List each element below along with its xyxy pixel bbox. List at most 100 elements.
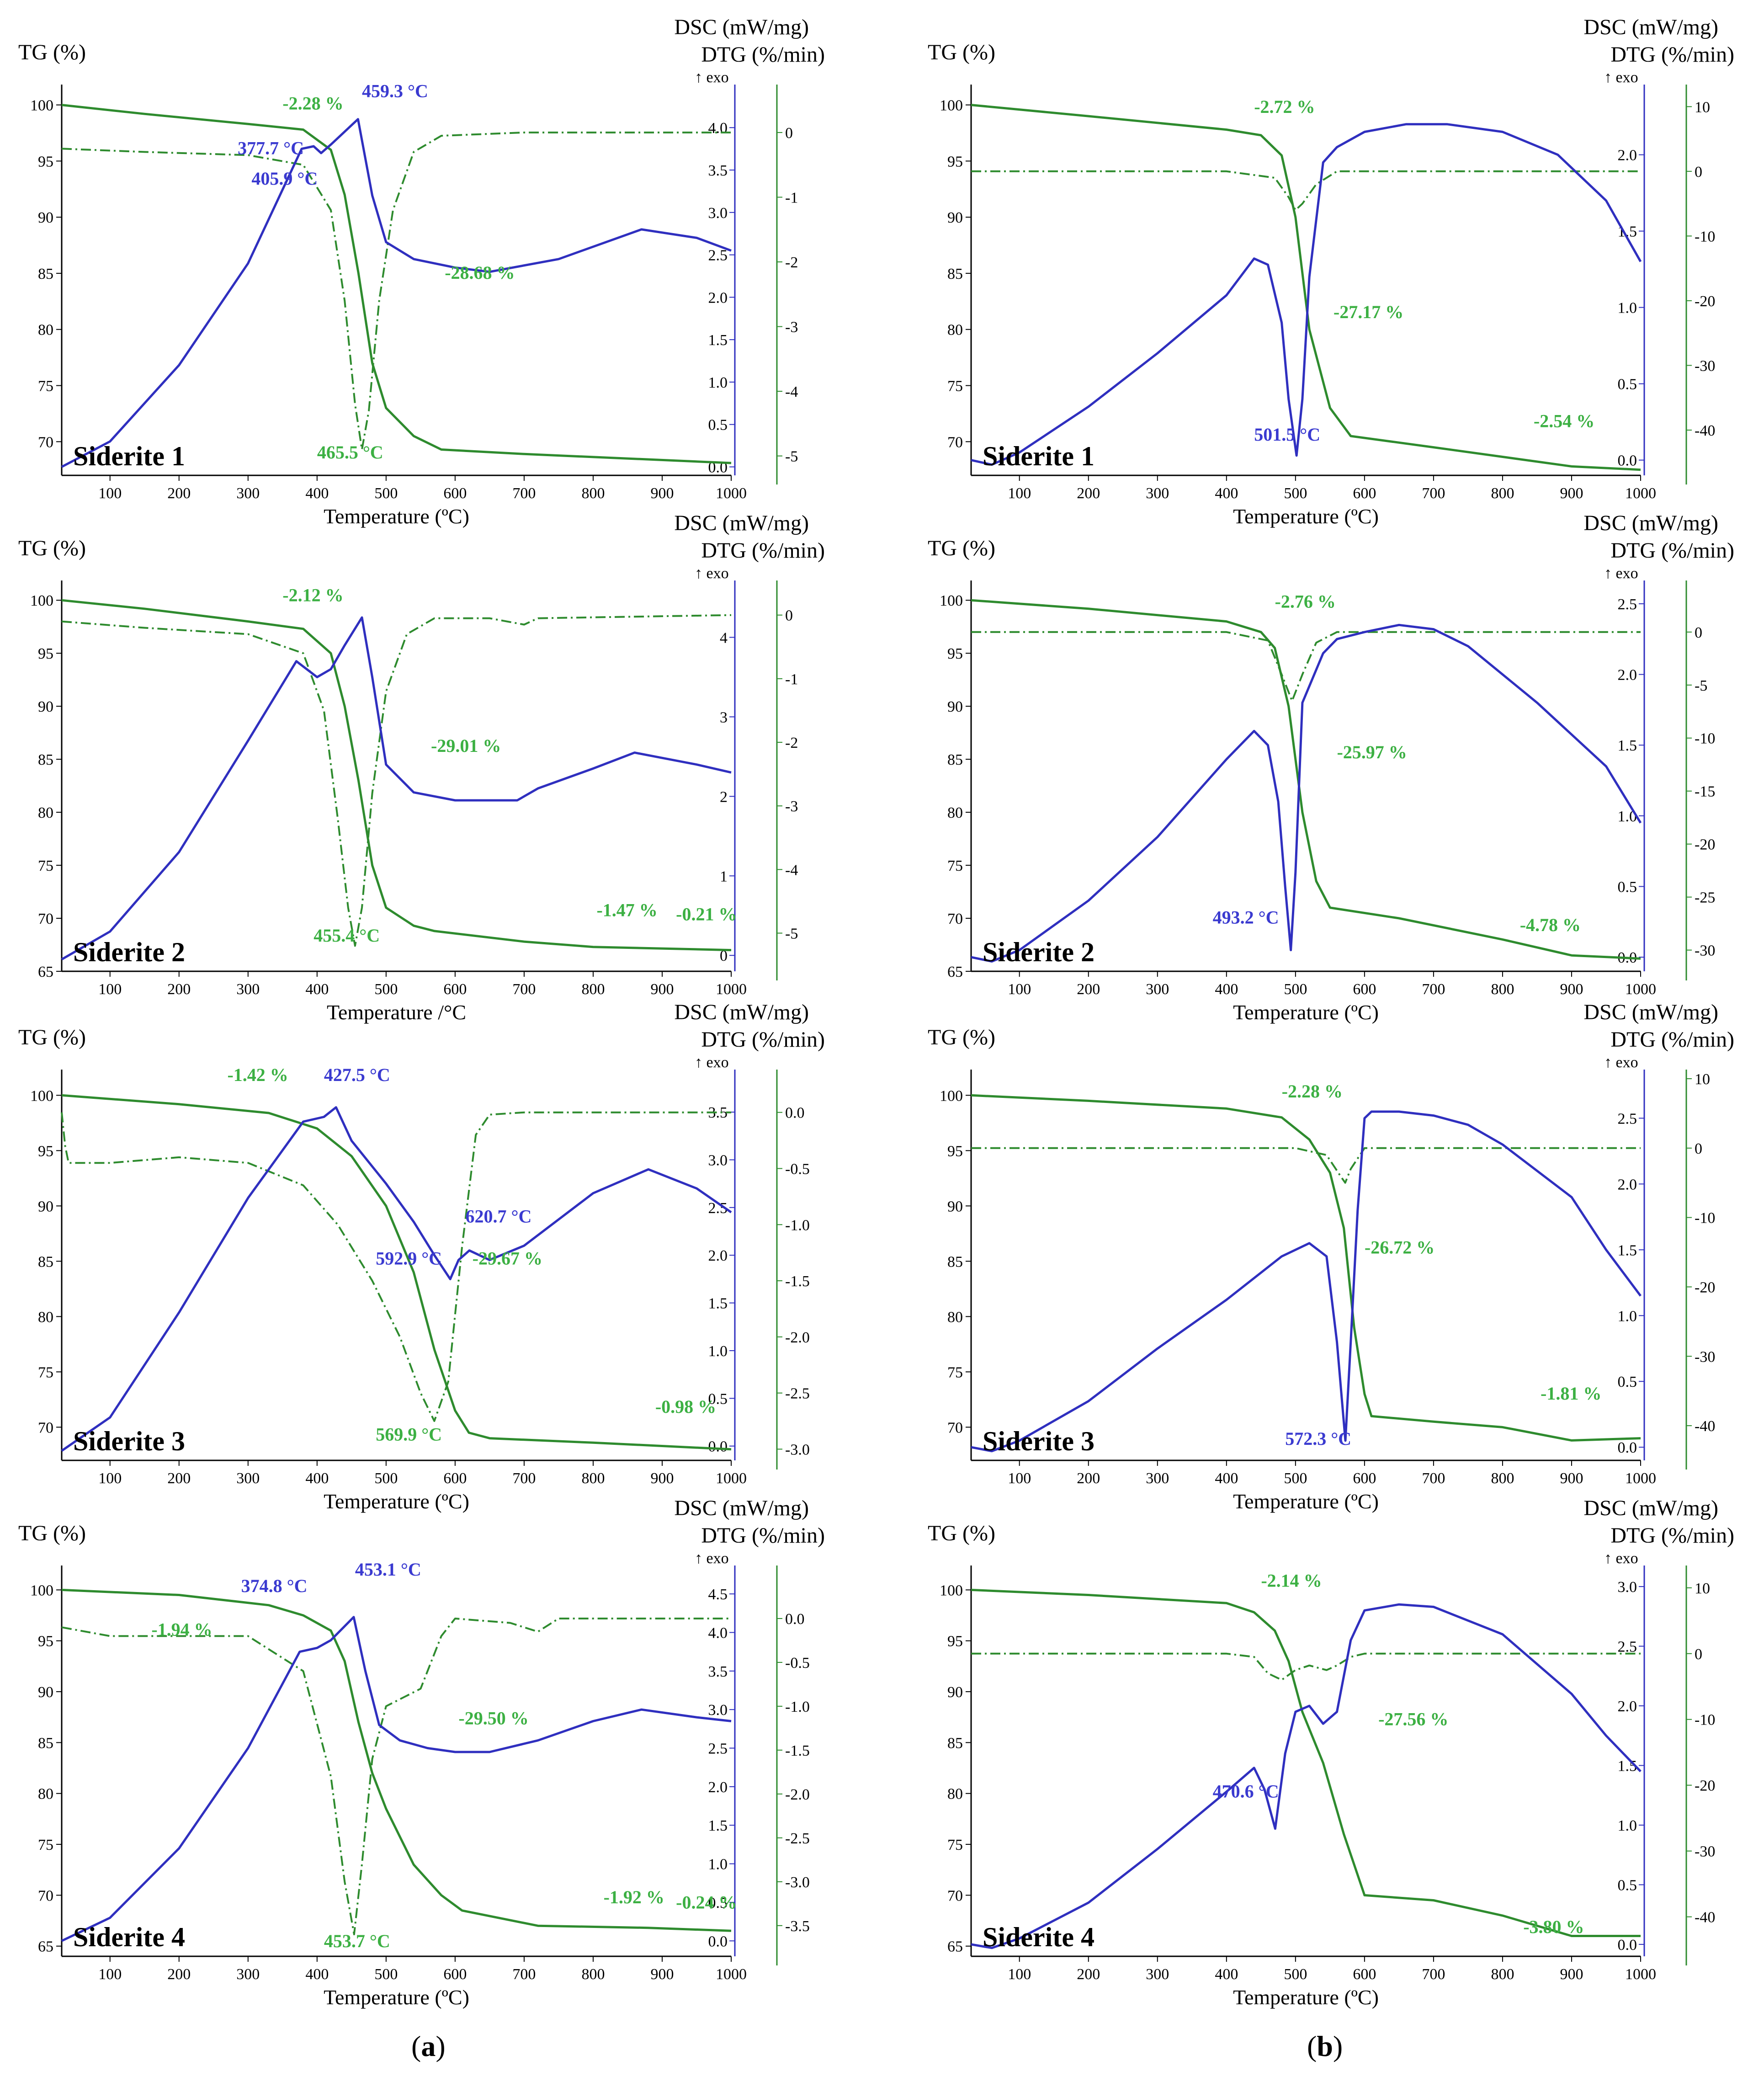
dsc-axis-label: DSC (mW/mg): [674, 1000, 809, 1024]
x-tick-label: 500: [374, 485, 398, 502]
x-tick-label: 700: [512, 981, 536, 998]
x-tick-label: 400: [305, 1470, 329, 1487]
x-tick-label: 500: [1284, 1966, 1307, 1983]
dsc-curve: [971, 123, 1642, 466]
dtg-tick-label: -2.5: [785, 1830, 810, 1847]
mass-loss-label: -0.24 %: [676, 1892, 737, 1912]
dsc-axis-label: DSC (mW/mg): [1583, 15, 1718, 39]
dsc-tick-label: 0.5: [708, 1895, 728, 1912]
dsc-curve: [61, 118, 732, 468]
tg-tick-label: 100: [940, 1087, 963, 1104]
tg-tick-label: 90: [38, 209, 53, 226]
dsc-tick-label: 2.0: [708, 289, 728, 306]
mass-loss-label: -2.28 %: [282, 93, 343, 113]
peak-temperature-label: 620.7 °C: [466, 1206, 532, 1227]
tg-tick-label: 70: [38, 1887, 53, 1904]
dsc-tick-label: 3.5: [708, 1663, 728, 1680]
dtg-tick-label: -2: [785, 735, 798, 751]
x-tick-label: 300: [1146, 485, 1169, 502]
dsc-tick-label: 0.5: [708, 1390, 728, 1407]
dsc-tick-label: 2.0: [1618, 147, 1637, 164]
x-tick-label: 500: [1284, 981, 1307, 998]
x-tick-label: 400: [305, 981, 329, 998]
dsc-tick-label: 1.5: [708, 332, 728, 349]
tg-tick-label: 80: [38, 322, 53, 339]
dsc-tick-label: 0.5: [1618, 1374, 1637, 1390]
x-tick-label: 800: [1491, 1966, 1514, 1983]
dsc-axis-label: DSC (mW/mg): [674, 15, 809, 39]
exo-marker: ↑ exo: [1604, 69, 1638, 86]
tg-tick-label: 75: [38, 1364, 53, 1381]
peak-temperature-label: 405.9 °C: [251, 168, 318, 189]
tg-curve: [61, 104, 732, 464]
tg-tick-label: 85: [947, 1253, 963, 1270]
dsc-tick-label: 0.5: [1618, 376, 1637, 393]
dsc-tick-label: 0.0: [1618, 1439, 1637, 1456]
tg-tick-label: 70: [947, 911, 963, 927]
x-tick-label: 700: [512, 1966, 536, 1983]
tg-tick-label: 85: [38, 1735, 53, 1752]
mass-loss-label: -1.42 %: [227, 1065, 288, 1085]
x-axis-label: Temperature (ºC): [1233, 1490, 1379, 1513]
dsc-tick-label: 2.0: [708, 1779, 728, 1796]
peak-temperature-label: 493.2 °C: [1213, 907, 1279, 928]
dsc-tick-label: 2.5: [708, 1741, 728, 1757]
mass-loss-label: -2.14 %: [1261, 1571, 1322, 1591]
peak-temperature-label: 459.3 °C: [362, 80, 428, 101]
tg-curve: [971, 104, 1641, 471]
x-tick-label: 300: [236, 485, 260, 502]
dtg-tick-label: -1.0: [785, 1699, 810, 1715]
tg-tick-label: 90: [38, 1198, 53, 1215]
x-tick-label: 600: [1353, 1966, 1376, 1983]
mass-loss-label: -28.68 %: [445, 262, 515, 283]
tg-tick-label: 80: [947, 804, 963, 821]
x-tick-label: 600: [443, 981, 467, 998]
tg-tick-label: 70: [947, 434, 963, 451]
mass-loss-label: -27.56 %: [1378, 1709, 1448, 1730]
tg-axis-label: TG (%): [928, 1521, 995, 1545]
dsc-axis-label: DSC (mW/mg): [674, 511, 809, 535]
tg-curve: [971, 599, 1641, 960]
tg-tick-label: 70: [38, 1419, 53, 1436]
dtg-tick-label: -2: [785, 254, 798, 271]
dsc-tick-label: 1.0: [708, 374, 728, 391]
chart-b-1: 100 200 300 400 500 600 700 800 900 1000Temperatu…: [928, 15, 1734, 528]
x-tick-label: 100: [1008, 1470, 1031, 1487]
dsc-axis-label: DSC (mW/mg): [1583, 1000, 1718, 1024]
tg-curve: [971, 1094, 1641, 1442]
dtg-tick-label: -20: [1695, 1279, 1715, 1296]
dtg-tick-label: -3: [785, 798, 798, 815]
x-axis-label: Temperature (ºC): [1233, 505, 1379, 528]
x-tick-label: 300: [236, 981, 260, 998]
tg-tick-label: 90: [947, 1198, 963, 1215]
dsc-tick-label: 0.5: [1618, 1877, 1637, 1894]
x-tick-label: 900: [1560, 1966, 1583, 1983]
dtg-axis-label: DTG (%/min): [1610, 1523, 1734, 1548]
x-tick-label: 500: [1284, 1470, 1307, 1487]
dsc-tick-label: 0: [720, 948, 728, 964]
x-tick-label: 100: [98, 1966, 122, 1983]
dtg-tick-label: 10: [1695, 1071, 1710, 1088]
x-tick-label: 1000: [716, 981, 747, 998]
x-tick-label: 1000: [716, 1966, 747, 1983]
dsc-tick-label: 3.0: [708, 1152, 728, 1169]
dtg-tick-label: -25: [1695, 889, 1715, 906]
tg-tick-label: 70: [947, 1887, 963, 1904]
x-tick-label: 700: [1422, 485, 1445, 502]
dtg-tick-label: 0: [1695, 164, 1702, 181]
dtg-tick-label: -10: [1695, 1210, 1715, 1227]
x-tick-label: 1000: [1625, 1966, 1656, 1983]
dtg-tick-label: -10: [1695, 730, 1715, 747]
x-tick-label: 600: [1353, 485, 1376, 502]
panel-label-a-close: ): [436, 2030, 446, 2062]
tg-tick-label: 95: [947, 1143, 963, 1160]
tg-tick-label: 95: [38, 1143, 53, 1160]
x-tick-label: 900: [650, 1470, 674, 1487]
dsc-tick-label: 4.0: [708, 120, 728, 137]
x-tick-label: 300: [236, 1966, 260, 1983]
tg-tick-label: 95: [947, 1633, 963, 1650]
x-tick-label: 800: [581, 1966, 605, 1983]
dtg-tick-label: -1.5: [785, 1742, 810, 1759]
dtg-curve: [971, 631, 1641, 702]
x-axis-label: Temperature (ºC): [1233, 1986, 1379, 2009]
